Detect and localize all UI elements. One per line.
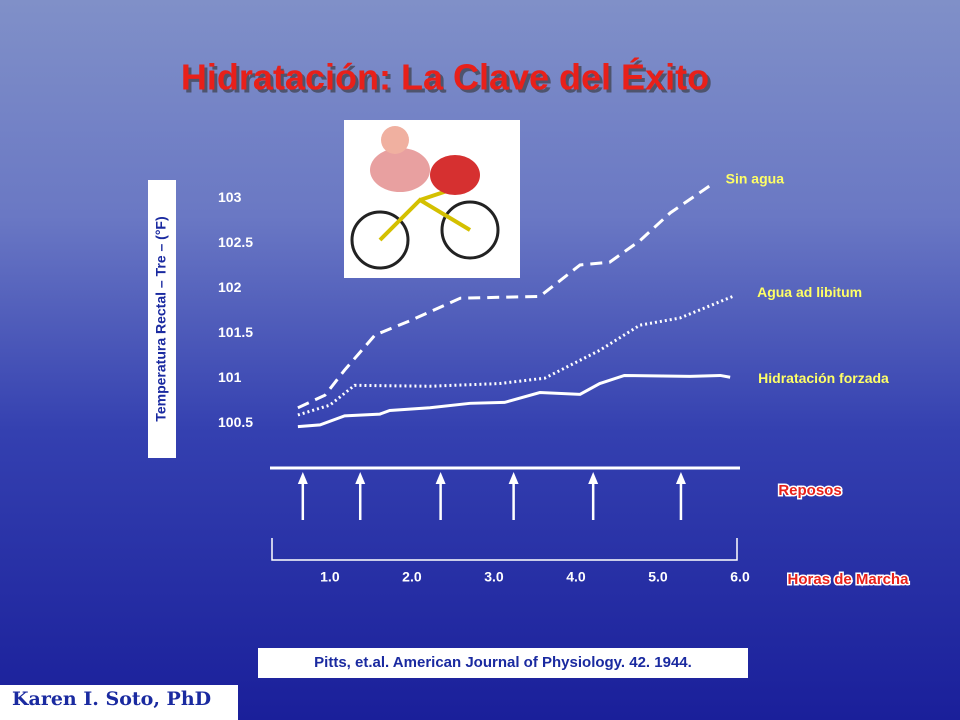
rider [430, 155, 480, 195]
x-tick-label: 1.0 [320, 569, 340, 585]
bracket [271, 538, 738, 561]
rest-label-halo: Reposos [778, 482, 841, 499]
series-line [297, 184, 711, 410]
ylabel-box [148, 180, 176, 458]
y-tick-label: 100.5 [218, 414, 253, 430]
rider [370, 148, 430, 192]
series-line [297, 373, 731, 429]
rest-arrow-head [355, 472, 366, 484]
citation-box [258, 648, 748, 678]
rest-arrow-head [297, 472, 308, 484]
y-tick-label: 103 [218, 189, 242, 205]
author: Karen I. Soto, PhD [12, 688, 211, 710]
series-line [297, 294, 736, 417]
x-tick-label: 6.0 [730, 569, 750, 585]
x-axis-label: Horas de Marcha [788, 571, 910, 588]
wheel [440, 200, 500, 260]
x-axis-label-halo: Horas de Marcha [788, 571, 910, 588]
cartoon-frame [344, 120, 520, 278]
citation: Pitts, et.al. American Journal of Physio… [314, 654, 692, 671]
legend-label: Agua ad libitum [757, 284, 862, 300]
rest-arrow-head [675, 472, 686, 484]
author-box [0, 685, 238, 720]
rest-arrow-head [588, 472, 599, 484]
cartoon [344, 120, 520, 278]
x-tick-label: 2.0 [402, 569, 422, 585]
legend-label: Hidratación forzada [758, 370, 889, 386]
wheel [350, 210, 410, 270]
legend-label: Sin agua [726, 171, 785, 187]
rest-arrow-head [508, 472, 519, 484]
y-tick-label: 102 [218, 279, 242, 295]
x-tick-label: 3.0 [484, 569, 504, 585]
y-tick-label: 102.5 [218, 234, 253, 250]
title: Hidratación: La Clave del Éxito [181, 57, 709, 98]
y-tick-label: 101 [218, 369, 242, 385]
y-tick-label: 101.5 [218, 324, 253, 340]
y-axis-label: Temperatura Rectal – Tre – (°F) [153, 216, 169, 421]
head [381, 126, 409, 154]
x-tick-label: 4.0 [566, 569, 586, 585]
rest-label: Reposos [778, 482, 841, 499]
rest-arrow-head [435, 472, 446, 484]
title-shadow: Hidratación: La Clave del Éxito [184, 60, 712, 101]
x-tick-label: 5.0 [648, 569, 668, 585]
